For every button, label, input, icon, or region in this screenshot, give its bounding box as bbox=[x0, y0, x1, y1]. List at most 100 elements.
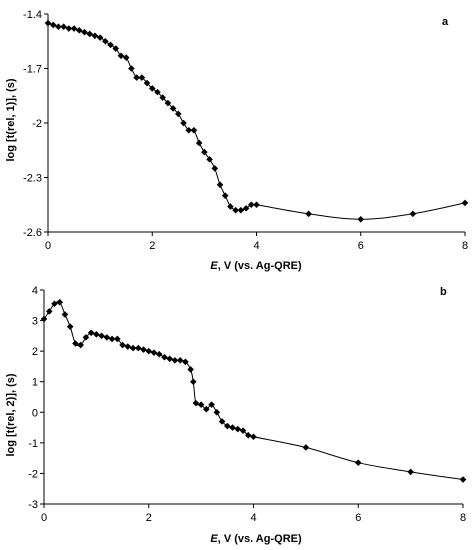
panel-a-data-point bbox=[159, 94, 166, 101]
panel-a-data-point bbox=[138, 74, 146, 81]
panel-a-data-point bbox=[122, 54, 130, 61]
panel-a-data-point bbox=[253, 201, 260, 209]
panel-a-data-point bbox=[180, 119, 187, 127]
panel-b-y-tick-label: 2 bbox=[32, 346, 38, 358]
panel-b-data-point bbox=[208, 401, 215, 408]
panel-b-y-tick-label: -2 bbox=[28, 468, 38, 480]
panel-b-data-point bbox=[108, 335, 116, 343]
panel-a-data-point bbox=[49, 21, 57, 29]
panel-a-data-point bbox=[237, 206, 245, 214]
panel-a-data-point bbox=[242, 205, 250, 212]
panel-a-y-tick-label: -1.4 bbox=[23, 9, 42, 21]
panel-a-data-point bbox=[409, 210, 417, 218]
panel-a-data-point bbox=[305, 210, 312, 218]
panel-a-x-axis-title-unit: , V (vs. Ag-QRE) bbox=[218, 260, 302, 272]
panel-b-data-point bbox=[176, 357, 184, 364]
panel-a-y-ticks: -1.4 -1.7 -2 -2.3 -2.6 bbox=[23, 9, 48, 239]
panel-a-data-point bbox=[154, 88, 161, 96]
panel-b-data-point bbox=[155, 350, 163, 358]
panel-b-data-point bbox=[171, 357, 179, 364]
panel-b-data-point bbox=[87, 329, 95, 337]
panel-b-y-tick-label: 4 bbox=[32, 285, 38, 297]
panel-b-data-point bbox=[244, 431, 252, 439]
panel-a-data-point bbox=[143, 79, 151, 87]
panel-a-data-point bbox=[102, 37, 109, 45]
panel-b-data-point bbox=[224, 422, 231, 430]
panel-b-data-point bbox=[77, 341, 84, 349]
panel-a-data-point bbox=[86, 30, 93, 38]
panel-a-data-point bbox=[60, 23, 67, 31]
panel-b-y-axis-title: log [t(rel, 2)], (s) bbox=[5, 373, 17, 456]
panel-a-x-tick-label: 6 bbox=[358, 240, 364, 252]
panel-b-data-point bbox=[407, 468, 414, 476]
panel-b-data-point bbox=[51, 300, 58, 308]
panel-b-data-point bbox=[129, 344, 137, 352]
panel-b-data-point bbox=[103, 334, 111, 341]
panel-a-data-point bbox=[91, 32, 99, 40]
panel-b-data-point bbox=[213, 408, 221, 416]
panel-a-data-point bbox=[164, 99, 172, 107]
panel-a-data-point bbox=[201, 148, 208, 156]
panel-a-data-point bbox=[232, 206, 239, 214]
panel-b-data-point bbox=[192, 399, 200, 407]
panel-a-data-point bbox=[190, 126, 198, 134]
panel-a-data-point bbox=[211, 165, 219, 172]
panel-a-label: a bbox=[442, 16, 449, 28]
panel-a-data-point bbox=[227, 203, 234, 210]
panel-b-data-point bbox=[124, 343, 132, 350]
panel-a-data-point bbox=[55, 23, 62, 31]
panel-b-x-ticks: 0 2 4 6 8 bbox=[41, 504, 466, 524]
panel-b-x-axis-title: E, V (vs. Ag-QRE) bbox=[210, 533, 302, 545]
panel-a-data-point bbox=[81, 28, 88, 36]
panel-a-y-tick-label: -1.7 bbox=[23, 64, 42, 76]
panel-a-y-tick-label: -2.3 bbox=[23, 173, 42, 185]
panel-b-data-point bbox=[66, 323, 74, 330]
panel-a-data-point bbox=[128, 65, 135, 72]
panel-b-data-point bbox=[182, 358, 189, 366]
panel-b-y-tick-label: -1 bbox=[28, 438, 38, 450]
panel-b-data-point bbox=[82, 334, 90, 341]
panel-b-data-point bbox=[229, 424, 236, 431]
panel-a-x-axis-title-symbol: E bbox=[210, 260, 218, 272]
panel-a-plot bbox=[44, 19, 469, 223]
panel-b-x-axis-title-unit: , V (vs. Ag-QRE) bbox=[218, 533, 302, 545]
panel-a-x-tick-label: 0 bbox=[45, 240, 51, 252]
panel-a-data-point bbox=[112, 45, 120, 52]
panel-a-y-tick-label: -2.6 bbox=[23, 227, 42, 239]
panel-a-data-point bbox=[148, 85, 156, 92]
panel-a-data-point bbox=[117, 52, 125, 60]
panel-a-data-point bbox=[70, 25, 78, 32]
panel-a-y-tick-label: -2 bbox=[32, 118, 42, 130]
panel-b-x-tick-label: 4 bbox=[250, 512, 256, 524]
panel-b-data-point bbox=[98, 332, 105, 340]
panel-a-data-point bbox=[133, 74, 140, 81]
panel-b-data-point bbox=[250, 433, 257, 441]
panel-b-y-tick-label: -3 bbox=[28, 499, 38, 511]
panel-b-data-point bbox=[203, 405, 210, 413]
panel-a-data-point bbox=[216, 181, 224, 189]
panel-a-data-point bbox=[75, 27, 83, 34]
panel-a-data-point bbox=[221, 192, 229, 199]
panel-b-data-point bbox=[459, 476, 467, 483]
panel-b-data-point bbox=[166, 355, 173, 363]
panel-b-x-axis-title-symbol: E bbox=[210, 533, 218, 545]
panel-b-data-point bbox=[234, 425, 242, 433]
panel-b-data-point bbox=[93, 331, 100, 338]
panel-a-data-point bbox=[247, 201, 255, 209]
panel-a-x-tick-label: 4 bbox=[253, 240, 259, 252]
panel-a-series-line bbox=[47, 22, 466, 220]
panel-a: a -1.4 -1.7 -2 -2.3 -2.6 0 2 4 6 8 log [t(rel, 1… bbox=[5, 9, 469, 272]
panel-b-data-point bbox=[134, 344, 142, 352]
panel-b-data-point bbox=[189, 378, 197, 386]
panel-a-data-point bbox=[185, 126, 193, 134]
panel-b-data-point bbox=[119, 341, 126, 349]
panel-b-y-tick-label: 1 bbox=[32, 377, 38, 389]
panel-a-data-point bbox=[169, 105, 177, 112]
panel-b-data-point bbox=[45, 308, 53, 315]
panel-b-axes bbox=[43, 290, 463, 505]
panel-b-data-point bbox=[302, 444, 310, 451]
panel-b-series-line bbox=[43, 300, 464, 480]
panel-b-data-point bbox=[150, 349, 158, 356]
panel-b-plot bbox=[40, 298, 467, 483]
